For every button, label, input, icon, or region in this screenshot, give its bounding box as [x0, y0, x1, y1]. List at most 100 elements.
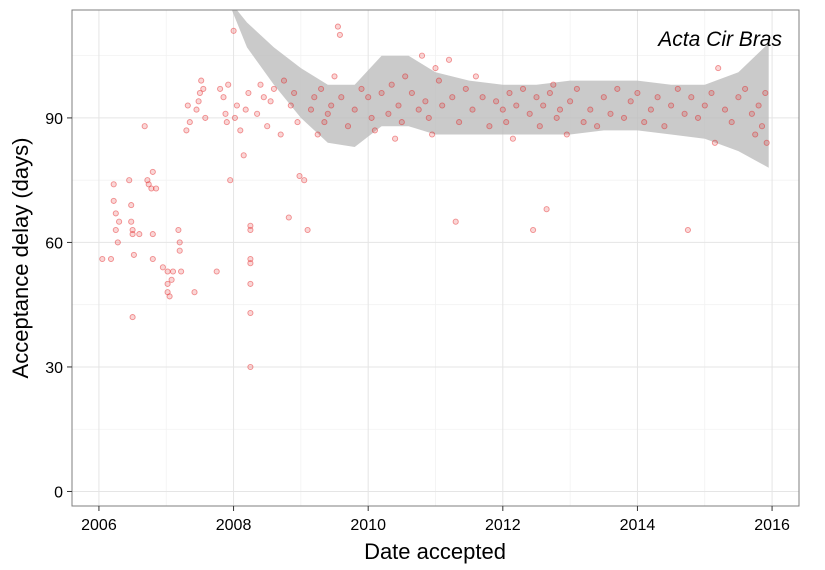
- data-point: [247, 226, 254, 234]
- data-point: [291, 89, 298, 97]
- x-tick-label: 2008: [216, 517, 252, 534]
- data-point: [318, 85, 325, 92]
- data-point: [148, 185, 155, 192]
- data-point: [506, 89, 513, 97]
- data-point: [503, 119, 510, 126]
- x-axis-ticks: 2006 2008 2010 2012 2014 2016: [81, 506, 790, 534]
- data-point: [285, 214, 292, 221]
- data-point: [587, 106, 594, 113]
- data-point: [472, 73, 479, 80]
- data-point: [178, 268, 185, 275]
- data-point: [752, 131, 759, 138]
- data-point: [422, 98, 429, 105]
- data-point: [439, 102, 446, 109]
- data-point: [627, 98, 634, 105]
- confidence-band: [231, 10, 769, 168]
- data-point: [240, 152, 247, 159]
- data-point: [198, 77, 205, 84]
- data-point: [166, 293, 173, 300]
- data-point: [681, 110, 688, 117]
- data-point: [175, 226, 182, 234]
- data-point: [193, 106, 200, 113]
- data-point: [536, 123, 543, 130]
- data-point: [99, 255, 106, 263]
- data-point: [136, 231, 143, 238]
- data-point: [195, 98, 202, 105]
- data-point: [114, 239, 121, 246]
- y-tick-label: 90: [45, 111, 63, 128]
- data-point: [334, 23, 341, 30]
- data-point: [287, 102, 294, 109]
- data-point: [149, 231, 156, 238]
- data-point: [344, 123, 352, 130]
- data-point: [227, 177, 234, 184]
- data-point: [429, 131, 436, 138]
- data-point: [107, 255, 115, 263]
- data-point: [469, 106, 476, 113]
- chart-annotation: Acta Cir Bras: [656, 28, 782, 51]
- data-point: [647, 106, 654, 113]
- data-point: [112, 226, 119, 234]
- y-axis-ticks: 0 30 60 90: [45, 111, 72, 501]
- data-point: [519, 85, 527, 92]
- data-point: [742, 85, 749, 92]
- data-point: [217, 85, 224, 92]
- y-tick-label: 30: [45, 360, 63, 377]
- data-point: [499, 106, 506, 113]
- data-point: [567, 98, 574, 105]
- data-point: [688, 94, 695, 101]
- data-point: [116, 218, 123, 225]
- data-point: [247, 280, 254, 287]
- data-point: [513, 102, 520, 109]
- data-point: [247, 309, 254, 317]
- data-point: [425, 114, 432, 121]
- data-point: [200, 85, 207, 92]
- scatter-points: [99, 23, 770, 371]
- data-point: [141, 123, 148, 130]
- data-point: [242, 106, 249, 113]
- data-point: [674, 85, 681, 92]
- data-point: [580, 119, 587, 126]
- data-point: [758, 123, 766, 130]
- data-point: [270, 85, 277, 92]
- data-point: [668, 102, 675, 109]
- data-point: [245, 89, 252, 97]
- data-point: [415, 106, 422, 113]
- data-point: [398, 119, 405, 126]
- y-axis-title: Acceptance delay (days): [8, 138, 33, 379]
- data-point: [402, 73, 409, 80]
- data-point: [445, 56, 453, 63]
- data-point: [169, 268, 177, 275]
- data-point: [314, 131, 321, 138]
- data-point: [324, 110, 331, 117]
- data-point: [435, 77, 442, 84]
- data-point: [186, 119, 193, 126]
- data-point: [365, 94, 372, 101]
- data-point: [230, 27, 237, 34]
- data-point: [191, 289, 198, 296]
- data-point: [110, 181, 117, 188]
- data-point: [280, 77, 288, 84]
- data-point: [550, 81, 557, 88]
- y-tick-label: 0: [54, 484, 63, 501]
- data-point: [233, 102, 240, 109]
- data-point: [452, 218, 459, 225]
- data-point: [247, 363, 254, 371]
- data-point: [556, 106, 564, 113]
- data-point: [543, 206, 550, 213]
- data-point: [128, 218, 135, 225]
- data-point: [220, 94, 227, 101]
- data-point: [225, 81, 232, 88]
- data-point: [307, 106, 315, 113]
- data-point: [408, 89, 415, 97]
- data-point: [418, 52, 426, 59]
- data-point: [594, 123, 601, 130]
- y-tick-label: 60: [45, 235, 63, 252]
- data-point: [129, 231, 136, 238]
- data-point: [600, 94, 607, 101]
- data-point: [654, 94, 661, 101]
- data-point: [176, 239, 183, 246]
- x-tick-label: 2014: [620, 517, 656, 534]
- data-point: [321, 119, 328, 126]
